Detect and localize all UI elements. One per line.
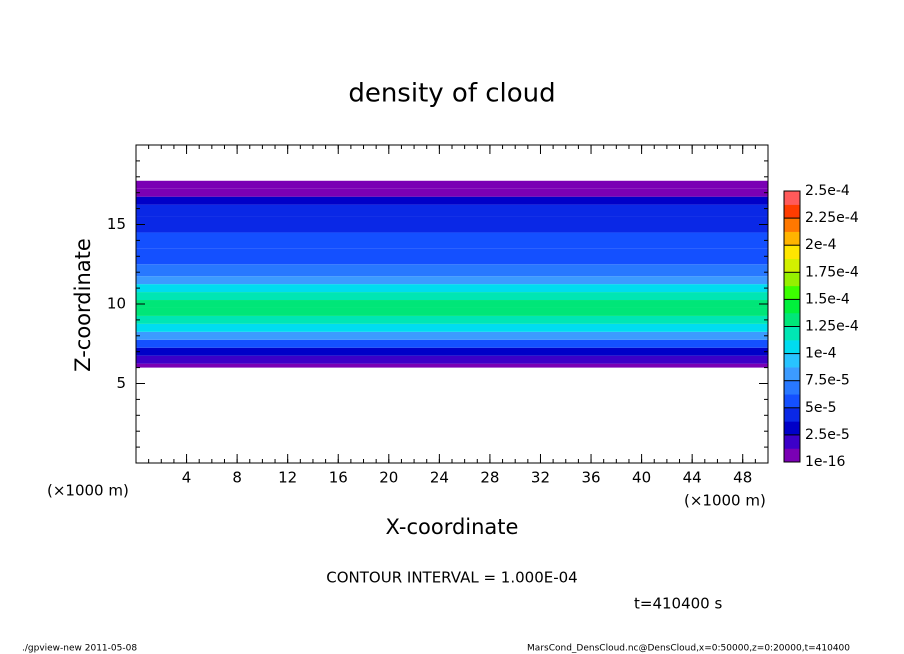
colorbar-label: 1.75e-4 — [805, 264, 859, 280]
colorbar-label: 2.5e-4 — [805, 183, 850, 199]
density-band — [136, 276, 768, 285]
x-tick-label: 20 — [379, 469, 398, 487]
y-tick-label: 5 — [116, 374, 126, 392]
colorbar-segment — [784, 245, 800, 260]
colorbar-segment — [784, 407, 800, 422]
colorbar-segment — [784, 218, 800, 232]
x-tick-label: 24 — [430, 469, 449, 487]
colorbar-segment — [784, 367, 800, 381]
colorbar-label: 5e-5 — [805, 400, 836, 416]
density-band — [136, 307, 768, 316]
y-axis-label: Z-coordinate — [71, 238, 95, 372]
density-band — [136, 292, 768, 301]
colorbar-label: 2.5e-5 — [805, 427, 850, 443]
density-band — [136, 347, 768, 356]
density-band — [136, 180, 768, 189]
time-label: t=410400 s — [634, 595, 722, 613]
y-unit: (×1000 m) — [47, 482, 129, 500]
density-band — [136, 323, 768, 332]
footer-right: MarsCond_DensCloud.nc@DensCloud,x=0:5000… — [527, 644, 850, 654]
density-band — [136, 188, 768, 197]
colorbar-segment — [784, 353, 800, 368]
x-tick-label: 8 — [232, 469, 242, 487]
density-band — [136, 339, 768, 348]
colorbar-segment — [784, 326, 800, 341]
colorbar-segment — [784, 312, 800, 327]
x-tick-label: 44 — [683, 469, 702, 487]
x-tick-label: 48 — [733, 469, 752, 487]
colorbar-label: 1e-16 — [805, 454, 845, 470]
y-tick-label: 10 — [107, 295, 126, 313]
colorbar-label: 1.5e-4 — [805, 291, 850, 307]
footer-left: ./gpview-new 2011-05-08 — [22, 644, 137, 654]
x-tick-label: 32 — [531, 469, 550, 487]
contour-interval: CONTOUR INTERVAL = 1.000E-04 — [326, 569, 577, 587]
colorbar-segment — [784, 380, 800, 395]
x-axis-label: X-coordinate — [386, 515, 519, 539]
colorbar-label: 2e-4 — [805, 237, 837, 253]
colorbar-segment — [784, 285, 800, 300]
density-band — [136, 196, 768, 205]
density-band — [136, 264, 768, 277]
x-unit: (×1000 m) — [684, 492, 766, 510]
colorbar-segment — [784, 204, 800, 219]
density-band — [136, 315, 768, 324]
chart-title: density of cloud — [348, 79, 555, 109]
colorbar-label: 1e-4 — [805, 346, 837, 362]
density-band — [136, 363, 768, 368]
x-tick-label: 12 — [278, 469, 297, 487]
colorbar-label: 1.25e-4 — [805, 319, 859, 335]
x-tick-label: 40 — [632, 469, 651, 487]
density-band — [136, 300, 768, 308]
colorbar-segment — [784, 272, 800, 287]
density-band — [136, 216, 768, 233]
colorbar-segment — [784, 394, 800, 409]
colorbar-segment — [784, 299, 800, 314]
colorbar-segment — [784, 448, 800, 463]
x-tick-label: 16 — [329, 469, 348, 487]
colorbar-segment — [784, 434, 800, 449]
density-band — [136, 284, 768, 293]
colorbar-segment — [784, 340, 800, 354]
colorbar-segment — [784, 421, 800, 436]
density-band — [136, 204, 768, 217]
density-band — [136, 232, 768, 249]
colorbar-segment — [784, 258, 800, 273]
density-band — [136, 355, 768, 364]
y-tick-label: 15 — [107, 215, 126, 233]
colorbar-segment — [784, 191, 800, 205]
x-tick-label: 28 — [480, 469, 499, 487]
density-band — [136, 248, 768, 265]
colorbar-label: 7.5e-5 — [805, 373, 850, 389]
colorbar-segment — [784, 231, 800, 246]
colorbar-label: 2.25e-4 — [805, 210, 859, 226]
x-tick-label: 36 — [581, 469, 600, 487]
density-band — [136, 331, 768, 340]
x-tick-label: 4 — [182, 469, 192, 487]
